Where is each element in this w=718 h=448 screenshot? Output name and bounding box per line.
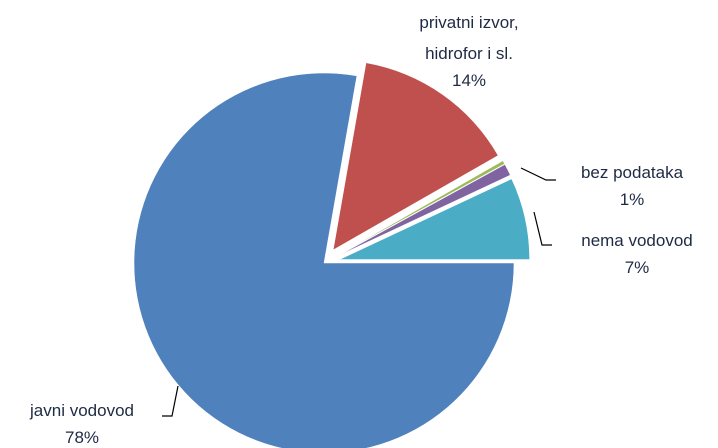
- slice-privatni-izvor: [332, 62, 499, 251]
- slice-bez-podataka: [338, 164, 511, 256]
- label-privatni-izvor: privatni izvor, hidrofor i sl. 14%: [419, 13, 518, 90]
- leader-javni-vodovod: [162, 385, 179, 417]
- slice-other: [337, 160, 505, 256]
- leader-nema-vodovod: [533, 211, 552, 246]
- label-privatni-line2: hidrofor i sl.: [425, 44, 513, 63]
- label-bez-podataka-name: bez podataka: [581, 163, 684, 182]
- slice-nema-vodovod: [339, 178, 530, 260]
- slice-javni-vodovod: [133, 72, 515, 448]
- label-nema-vodovod-value: 7%: [625, 258, 650, 277]
- label-bez-podataka: bez podataka 1%: [520, 163, 684, 209]
- label-nema-vodovod: nema vodovod 7%: [533, 211, 693, 277]
- label-nema-vodovod-name: nema vodovod: [581, 231, 693, 250]
- label-privatni-value: 14%: [452, 71, 486, 90]
- label-bez-podataka-value: 1%: [620, 190, 645, 209]
- label-javni-vodovod-name: javni vodovod: [29, 401, 134, 420]
- leader-bez-podataka: [520, 167, 556, 181]
- label-javni-vodovod-value: 78%: [65, 428, 99, 447]
- label-privatni-line1: privatni izvor,: [419, 13, 518, 32]
- pie-slices: [133, 62, 530, 448]
- label-javni-vodovod: javni vodovod 78%: [29, 385, 179, 447]
